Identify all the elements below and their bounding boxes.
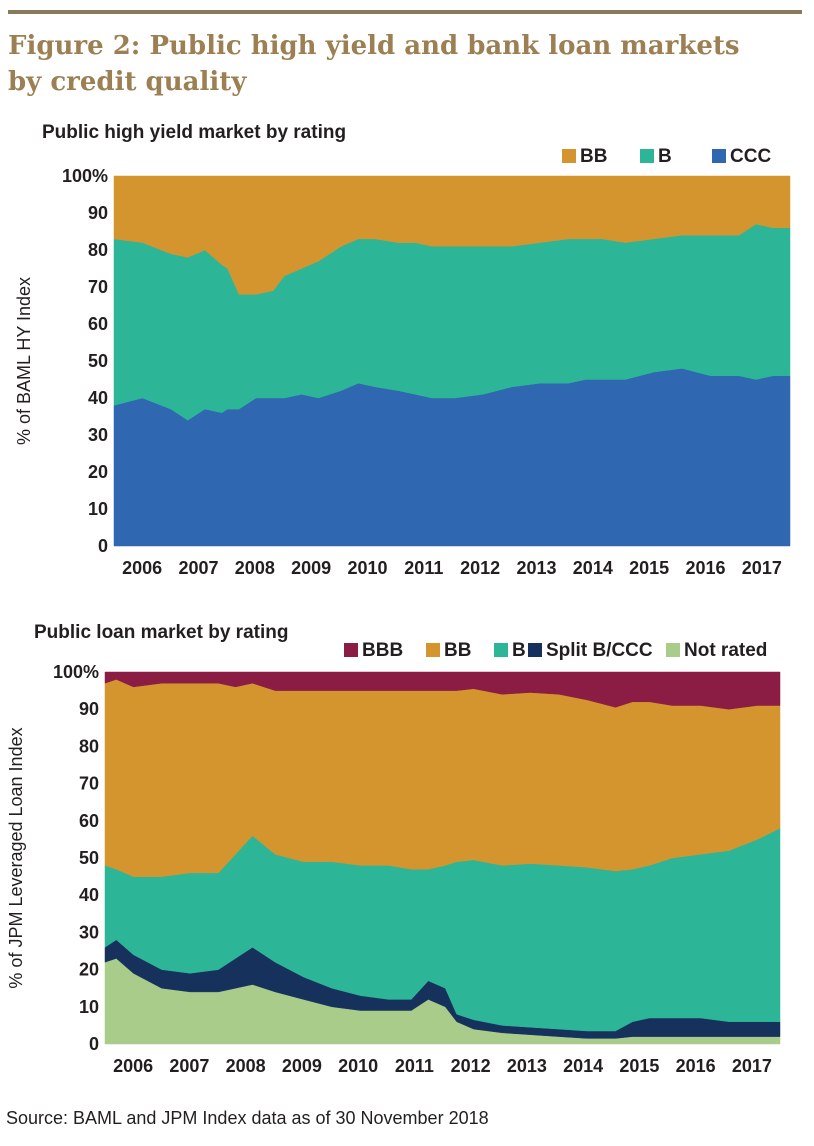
x-tick-label: 2010	[347, 558, 387, 578]
x-tick-label: 2011	[395, 1056, 434, 1076]
y-tick-label: 60	[79, 811, 99, 831]
y-axis-label: % of BAML HY Index	[14, 277, 34, 445]
legend-item-not-rated: Not rated	[666, 640, 767, 661]
figure-title: Figure 2: Public high yield and bank loa…	[8, 31, 740, 97]
y-tick-label: 100%	[62, 166, 108, 186]
x-tick-label: 2012	[451, 1056, 491, 1076]
y-tick-label: 40	[79, 885, 99, 905]
y-tick-label: 40	[88, 388, 108, 408]
x-tick-label: 2015	[629, 558, 669, 578]
y-tick-label: 20	[79, 960, 99, 980]
legend-swatch-not-rated	[666, 643, 680, 657]
x-tick-label: 2017	[732, 1056, 772, 1076]
y-tick-label: 0	[89, 1034, 99, 1054]
y-tick-label: 50	[88, 351, 108, 371]
legend-swatch-bb	[426, 643, 440, 657]
x-tick-label: 2012	[460, 558, 500, 578]
y-tick-label: 10	[79, 997, 99, 1017]
y-tick-label: 70	[79, 774, 99, 794]
top-rule	[8, 10, 802, 14]
legend-item-b: B	[494, 640, 526, 661]
y-tick-label: 20	[88, 462, 108, 482]
x-tick-label: 2007	[169, 1056, 209, 1076]
area-bbb	[104, 671, 781, 710]
legend-label-ccc: CCC	[730, 146, 771, 167]
x-tick-label: 2015	[619, 1056, 659, 1076]
x-tick-label: 2016	[685, 558, 725, 578]
legend-swatch-b	[494, 643, 508, 657]
y-tick-label: 100%	[53, 662, 99, 682]
x-tick-label: 2017	[742, 558, 782, 578]
x-tick-label: 2011	[404, 558, 443, 578]
x-tick-label: 2009	[291, 558, 331, 578]
legend-label-not-rated: Not rated	[684, 640, 767, 661]
y-tick-label: 50	[79, 848, 99, 868]
legend-swatch-bb	[562, 149, 576, 163]
x-tick-label: 2008	[226, 1056, 266, 1076]
y-tick-label: 60	[88, 314, 108, 334]
y-tick-label: 0	[98, 536, 108, 556]
chart-subtitle: Public high yield market by rating	[42, 122, 346, 143]
x-tick-label: 2007	[178, 558, 218, 578]
legend-label-bb: BB	[580, 146, 607, 167]
x-tick-label: 2014	[563, 1056, 603, 1076]
legend-label-b: B	[658, 146, 672, 167]
y-tick-label: 30	[79, 922, 99, 942]
legend-item-bbb: BBB	[344, 640, 403, 661]
legend-label-split-b-ccc: Split B/CCC	[546, 640, 653, 661]
x-tick-label: 2006	[113, 1056, 153, 1076]
y-tick-label: 80	[88, 240, 108, 260]
legend-item-ccc: CCC	[712, 146, 771, 167]
source-note: Source: BAML and JPM Index data as of 30…	[6, 1108, 489, 1128]
y-tick-label: 90	[88, 203, 108, 223]
x-tick-label: 2014	[573, 558, 613, 578]
y-tick-label: 30	[88, 425, 108, 445]
legend-item-split-b-ccc: Split B/CCC	[528, 640, 653, 661]
x-tick-label: 2013	[516, 558, 556, 578]
legend-label-bbb: BBB	[362, 640, 403, 661]
legend-swatch-b	[640, 149, 654, 163]
x-tick-label: 2008	[235, 558, 275, 578]
area-bb	[113, 175, 791, 295]
legend-item-bb: BB	[562, 146, 607, 167]
y-tick-label: 10	[88, 499, 108, 519]
legend-swatch-bbb	[344, 643, 358, 657]
x-tick-label: 2009	[282, 1056, 322, 1076]
y-axis-label: % of JPM Leveraged Loan Index	[6, 727, 26, 988]
legend-swatch-split-b-ccc	[528, 643, 542, 657]
x-tick-label: 2006	[122, 558, 162, 578]
x-tick-label: 2010	[338, 1056, 378, 1076]
y-tick-label: 70	[88, 277, 108, 297]
legend-label-b: B	[512, 640, 526, 661]
chart-subtitle: Public loan market by rating	[34, 622, 288, 643]
legend-item-b: B	[640, 146, 672, 167]
y-tick-label: 80	[79, 736, 99, 756]
legend-swatch-ccc	[712, 149, 726, 163]
y-tick-label: 90	[79, 699, 99, 719]
legend-label-bb: BB	[444, 640, 471, 661]
x-tick-label: 2016	[676, 1056, 716, 1076]
area-bb	[104, 679, 781, 877]
legend-item-bb: BB	[426, 640, 471, 661]
x-tick-label: 2013	[507, 1056, 547, 1076]
